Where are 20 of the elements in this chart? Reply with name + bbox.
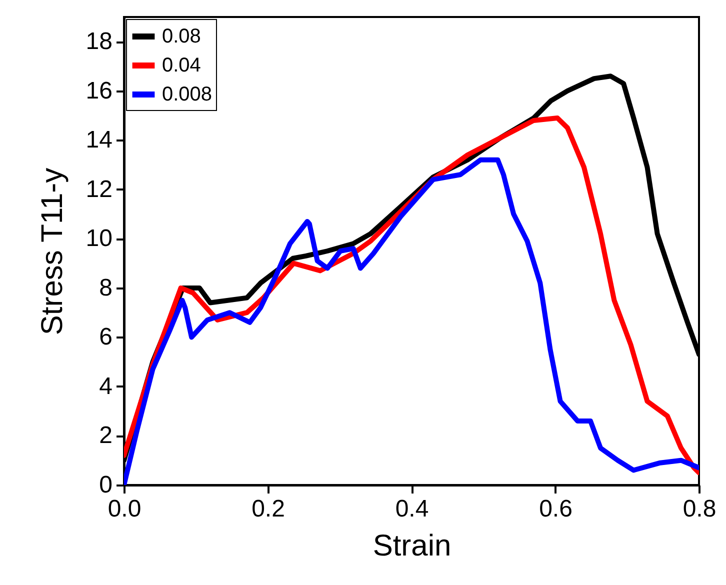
y-tick-label: 10 [86, 225, 112, 252]
x-tick-label: 0.8 [682, 496, 716, 522]
y-tick-label: 8 [99, 274, 112, 302]
y-tick-label: 6 [99, 324, 112, 351]
y-tick-label: 16 [86, 77, 112, 104]
x-tick-label: 0.2 [252, 496, 285, 522]
y-tick-label: 18 [86, 28, 112, 56]
y-tick-label: 2 [99, 422, 112, 450]
legend-label: 0.04 [162, 54, 201, 76]
y-tick-label: 4 [99, 372, 112, 400]
x-tick-label: 0.4 [395, 496, 429, 522]
legend-label: 0.008 [162, 84, 212, 106]
x-tick-label: 0.6 [539, 496, 572, 522]
x-axis-title: Strain [372, 530, 452, 562]
x-tick-label: 0.0 [108, 496, 142, 522]
y-tick-label: 0 [99, 472, 112, 498]
y-tick-label: 14 [86, 126, 112, 154]
y-tick-label: 12 [86, 176, 112, 203]
legend-label: 0.08 [162, 26, 201, 48]
y-axis-title: Stress T11-y [36, 168, 69, 336]
